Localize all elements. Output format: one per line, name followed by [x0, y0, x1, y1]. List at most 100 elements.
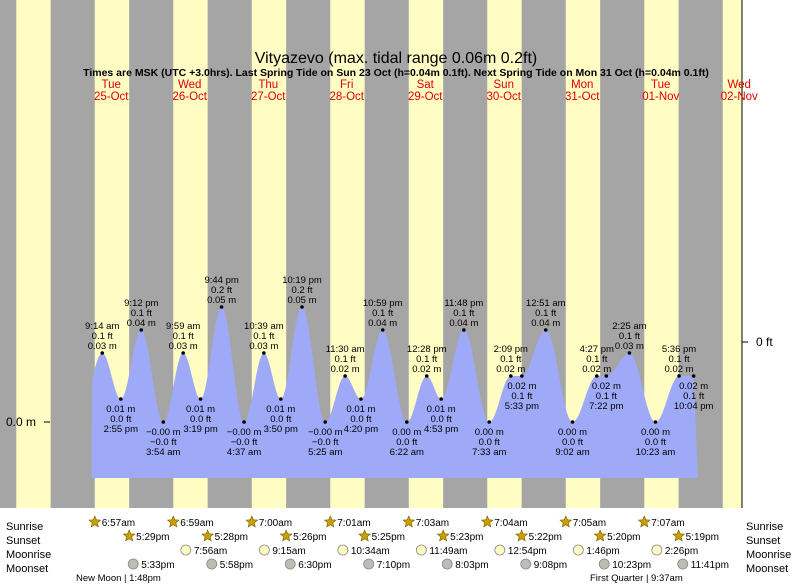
moonrise-time: 10:34am: [351, 546, 390, 557]
sunrise-time: 7:03am: [416, 518, 449, 529]
sunset-time: 5:28pm: [215, 532, 248, 543]
tide-point: [627, 351, 632, 355]
sunrise-icon: [480, 515, 494, 528]
day-date-label: 02-Nov: [721, 91, 758, 103]
tide-ft-label: 0.0 ft: [562, 437, 583, 448]
tide-m-label: 0.01 m: [106, 404, 135, 415]
sunrise-icon: [559, 515, 573, 528]
tide-m-label: 0.02 m: [507, 381, 536, 392]
tide-point: [181, 351, 185, 355]
day-date-label: 30-Oct: [486, 91, 521, 103]
tide-ft-label: 0.1 ft: [372, 308, 393, 319]
moonrise-icon: [572, 544, 584, 556]
moonrise-icon: [337, 544, 349, 556]
sunrise-icon: [323, 515, 337, 528]
tide-time-label: 12:28 pm: [407, 344, 447, 355]
tide-time-label: 4:20 pm: [344, 424, 378, 435]
sun-moon-rows: Sunrise Sunrise Sunset Sunset Moonrise Moonri…: [6, 515, 791, 584]
sunrise-time: 6:59am: [180, 518, 213, 529]
tide-m-label: 0.02 m: [496, 364, 525, 375]
tide-point: [262, 351, 266, 355]
moonrise-time: 12:54pm: [508, 546, 547, 557]
moonset-time: 5:58pm: [220, 560, 253, 571]
tide-time-label: 2:25 am: [612, 321, 646, 332]
day-labels: Tue25-OctWed26-OctThu27-OctFri28-OctSat2…: [94, 79, 758, 103]
tide-ft-label: 0.1 ft: [131, 308, 152, 319]
tide-point: [359, 397, 363, 401]
tide-point: [219, 305, 224, 309]
day-name-label: Tue: [651, 79, 670, 91]
tide-m-label: −0.00 m: [308, 427, 343, 438]
tide-ft-label: 0.1 ft: [416, 354, 437, 365]
tide-time-label: 4:37 am: [227, 447, 261, 458]
moonrise-icon: [494, 544, 506, 556]
tide-point: [119, 397, 123, 401]
tide-point: [439, 397, 443, 401]
moonrise-icon: [651, 544, 663, 556]
tide-time-label: 5:33 pm: [505, 401, 539, 412]
tide-time-label: 2:09 pm: [494, 344, 528, 355]
tide-ft-label: 0.1 ft: [511, 391, 532, 402]
tide-point: [405, 420, 409, 424]
tide-m-label: 0.00 m: [558, 427, 587, 438]
sunset-time: 5:29pm: [136, 532, 169, 543]
sunset-icon: [593, 529, 607, 542]
day-name-label: Thu: [258, 79, 278, 91]
day-date-label: 26-Oct: [172, 91, 207, 103]
tide-point: [487, 420, 492, 424]
moonset-row-label-left: Moonset: [6, 563, 48, 575]
tide-m-label: 0.04 m: [127, 318, 156, 329]
moonrise-row-label-left: Moonrise: [6, 549, 51, 561]
sunset-row-label-left: Sunset: [6, 535, 40, 547]
tide-time-label: 10:23 am: [636, 447, 676, 458]
moonrise-row-label-right: Moonrise: [746, 549, 791, 561]
tide-time-label: 4:27 pm: [580, 344, 614, 355]
tide-point: [653, 420, 658, 424]
tide-point: [323, 420, 328, 424]
moonrise-time: 2:26pm: [665, 546, 698, 557]
tide-point: [242, 420, 246, 424]
tide-time-label: 4:53 pm: [424, 424, 458, 435]
tide-time-label: 3:19 pm: [183, 424, 217, 435]
tide-ft-label: 0.0 ft: [190, 414, 211, 425]
moonset-time: 8:03pm: [455, 560, 488, 571]
moonrise-icon: [180, 544, 192, 556]
tide-time-label: 3:54 am: [146, 447, 180, 458]
moon-phase-new: New Moon | 1:48pm: [76, 573, 161, 584]
tide-time-label: 10:19 pm: [282, 275, 322, 286]
tide-point: [139, 328, 144, 332]
tide-time-label: 10:04 pm: [674, 401, 714, 412]
moonset-icon: [363, 558, 375, 570]
tide-time-label: 3:50 pm: [264, 424, 298, 435]
moonset-icon: [284, 558, 296, 570]
tide-ft-label: 0.0 ft: [396, 437, 417, 448]
tide-m-label: −0.00 m: [227, 427, 262, 438]
tide-ft-label: 0.2 ft: [211, 285, 232, 296]
tide-ft-label: 0.1 ft: [619, 331, 640, 342]
tide-ft-label: 0.0 ft: [431, 414, 452, 425]
tide-ft-label: 0.0 ft: [110, 414, 131, 425]
sunset-time: 5:25pm: [372, 532, 405, 543]
moonrise-time: 7:56am: [194, 546, 227, 557]
tide-m-label: 0.01 m: [346, 404, 375, 415]
tide-ft-label: 0.0 ft: [350, 414, 371, 425]
day-date-label: 01-Nov: [642, 91, 679, 103]
sunrise-time: 6:57am: [102, 518, 135, 529]
moonset-icon: [441, 558, 453, 570]
moonset-row-label-right: Moonset: [746, 563, 788, 575]
tide-m-label: 0.02 m: [665, 364, 694, 375]
moonset-time: 9:08pm: [534, 560, 567, 571]
tide-labels: 9:14 am0.1 ft0.03 m0.01 m0.0 ft2:55 pm9:…: [85, 275, 713, 458]
tide-point: [380, 328, 385, 332]
tide-time-label: 9:02 am: [555, 447, 589, 458]
right-axis-label: 0 ft: [756, 335, 773, 349]
tide-ft-label: 0.1 ft: [668, 354, 689, 365]
tide-point: [677, 374, 681, 378]
tide-time-label: 5:36 pm: [662, 344, 696, 355]
tide-time-label: 10:39 am: [244, 321, 284, 332]
sunrise-icon: [88, 515, 102, 528]
tide-m-label: 0.00 m: [641, 427, 670, 438]
tide-point: [570, 420, 575, 424]
day-name-label: Sun: [494, 79, 514, 91]
tide-point: [279, 397, 283, 401]
